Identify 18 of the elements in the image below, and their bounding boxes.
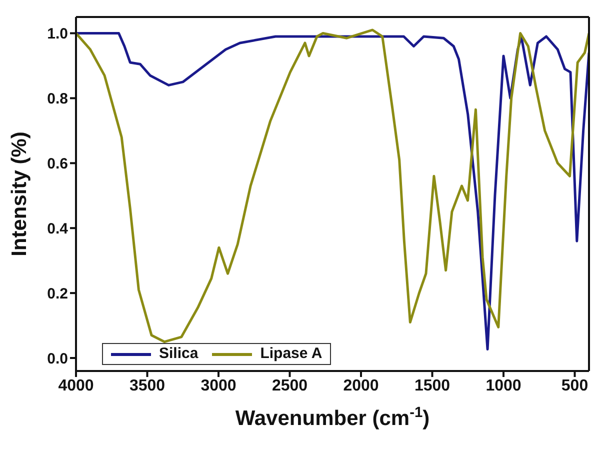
y-tick-label: 1.0	[47, 26, 68, 43]
x-tick-label: 2500	[272, 377, 308, 394]
x-tick-label: 3500	[129, 377, 166, 394]
y-tick-label: 0.8	[47, 90, 68, 108]
legend-label: Lipase A	[260, 345, 322, 363]
x-tick-label: 500	[561, 377, 588, 394]
y-tick-label: 0.0	[47, 350, 68, 368]
y-axis-title: Intensity (%)	[8, 132, 31, 256]
x-tick-label: 4000	[58, 377, 94, 394]
x-tick-label: 1000	[486, 377, 522, 394]
legend-label: Silica	[159, 345, 198, 363]
y-tick-label: 0.4	[47, 220, 69, 238]
x-tick-label: 3000	[200, 377, 236, 394]
x-tick-label: 1500	[414, 377, 450, 394]
x-tick-label: 2000	[343, 377, 379, 394]
y-tick-label: 0.6	[47, 155, 68, 172]
y-tick-label: 0.2	[47, 285, 68, 302]
x-axis-title: Wavenumber (cm$^{-1}$)	[235, 405, 430, 430]
